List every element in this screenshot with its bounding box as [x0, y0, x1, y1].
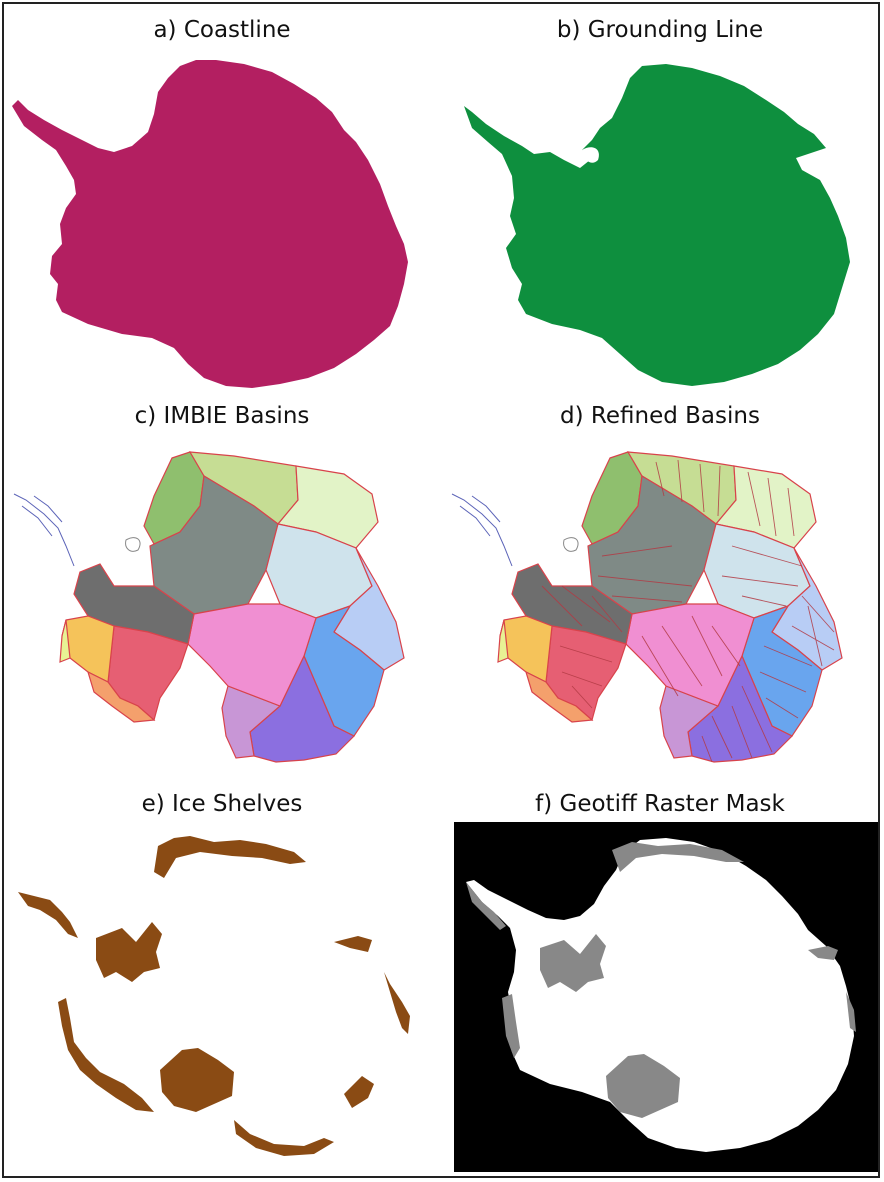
antarctica-coastline-map: [12, 60, 408, 388]
raster-shelf-amery: [808, 946, 838, 960]
antarctica-grounding-line-map: [464, 64, 850, 386]
ice-shelf-amery: [334, 936, 372, 952]
panel-title-a: a) Coastline: [153, 17, 291, 43]
panel-refined-basins: d) Refined Basins: [442, 398, 878, 788]
ice-shelves-victoria: [234, 1120, 334, 1156]
ice-shelves-wilkes: [344, 1076, 374, 1108]
ice-shelves-peninsula: [18, 892, 78, 938]
raster-land: [466, 838, 854, 1152]
ice-shelf-ross: [160, 1048, 234, 1112]
ice-shelves-west-antarctica: [58, 998, 154, 1112]
antarctica-refined-basins-map: [451, 451, 843, 763]
panel-title-b: b) Grounding Line: [556, 17, 764, 43]
panel-title-f: f) Geotiff Raster Mask: [535, 791, 785, 817]
panel-ice-shelves: e) Ice Shelves: [4, 788, 440, 1178]
antarctica-raster-mask-map: [454, 822, 878, 1172]
panel-imbie-basins: c) IMBIE Basins: [4, 398, 440, 788]
panel-title-e: e) Ice Shelves: [141, 791, 303, 817]
panel-geotiff-raster-mask: f) Geotiff Raster Mask: [442, 788, 878, 1178]
panel-title-c: c) IMBIE Basins: [134, 403, 310, 429]
antarctica-ice-shelves-map: [18, 836, 410, 1156]
raster-shelf-east: [846, 992, 856, 1032]
panel-title-d: d) Refined Basins: [560, 403, 760, 429]
ice-shelf-ronne-filchner: [96, 922, 162, 982]
raster-shelf-ronne-filchner: [540, 934, 606, 992]
antarctica-imbie-basins-map: [13, 451, 405, 763]
raster-shelf-queen-maud: [612, 842, 744, 872]
raster-shelf-west: [502, 994, 520, 1058]
ice-shelves-east-antarctica: [384, 972, 410, 1034]
raster-shelf-ross: [606, 1054, 680, 1118]
ice-shelves-queen-maud: [154, 836, 306, 878]
raster-shelf-peninsula: [466, 882, 506, 930]
panel-coastline: a) Coastline: [4, 8, 440, 398]
panel-grounding-line: b) Grounding Line: [442, 8, 878, 398]
